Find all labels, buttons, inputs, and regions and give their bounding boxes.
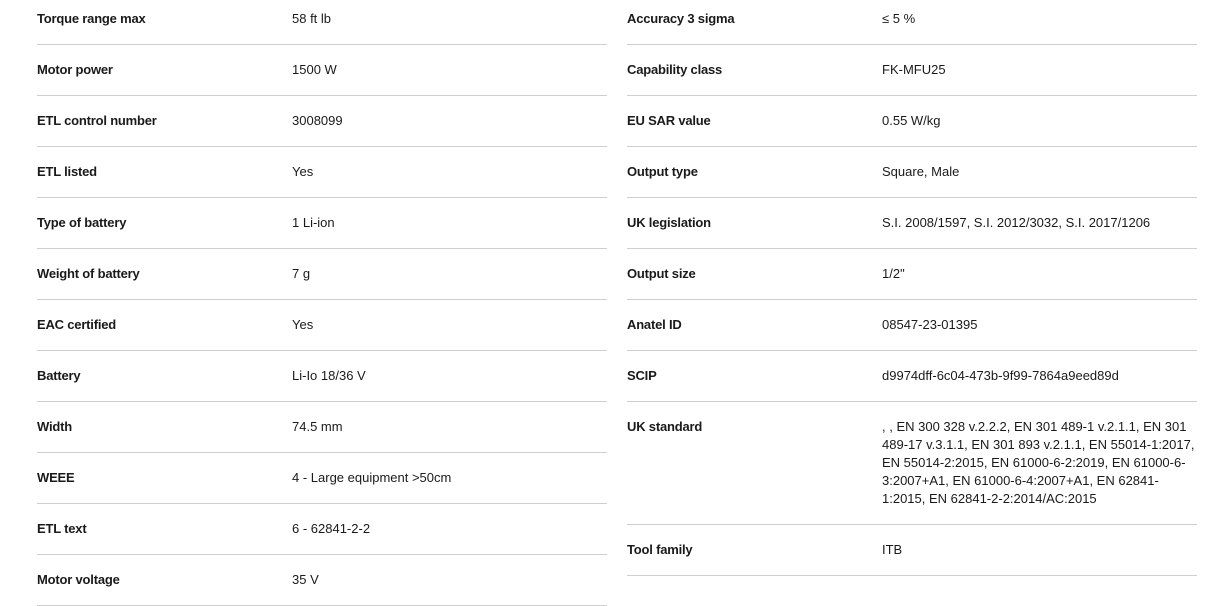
spec-label: Type of battery xyxy=(37,215,127,230)
spec-row: SCIP d9974dff-6c04-473b-9f99-7864a9eed89d xyxy=(627,351,1197,402)
spec-label: Torque range max xyxy=(37,11,146,26)
spec-row: Motor power 1500 W xyxy=(37,45,607,96)
spec-row: Anatel ID 08547-23-01395 xyxy=(627,300,1197,351)
spec-value: 7 g xyxy=(292,266,311,281)
spec-row: EU SAR value 0.55 W/kg xyxy=(627,96,1197,147)
spec-row: Motor voltage 35 V xyxy=(37,555,607,606)
spec-value: 08547-23-01395 xyxy=(882,317,978,332)
spec-row: ETL listed Yes xyxy=(37,147,607,198)
spec-row: Capability class FK-MFU25 xyxy=(627,45,1197,96)
spec-row: Output type Square, Male xyxy=(627,147,1197,198)
spec-label: Tool family xyxy=(627,542,693,557)
spec-label: Capability class xyxy=(627,62,723,77)
spec-value: Yes xyxy=(292,317,314,332)
spec-label: Width xyxy=(37,419,72,434)
spec-value: 6 - 62841-2-2 xyxy=(292,521,371,536)
spec-label: UK standard xyxy=(627,419,703,434)
spec-value: 74.5 mm xyxy=(292,419,343,434)
spec-table-left: Torque range max 58 ft lb Motor power 1500 … xyxy=(37,0,607,606)
spec-row: Output size 1/2" xyxy=(627,249,1197,300)
spec-row: Battery Li-Io 18/36 V xyxy=(37,351,607,402)
spec-row: EAC certified Yes xyxy=(37,300,607,351)
spec-label: Output type xyxy=(627,164,698,179)
spec-label: ETL text xyxy=(37,521,87,536)
spec-row: ETL text 6 - 62841-2-2 xyxy=(37,504,607,555)
spec-label: Battery xyxy=(37,368,81,383)
spec-label: Output size xyxy=(627,266,696,281)
spec-value: ITB xyxy=(882,542,903,557)
spec-row: Weight of battery 7 g xyxy=(37,249,607,300)
spec-row: Accuracy 3 sigma ≤ 5 % xyxy=(627,0,1197,45)
spec-label: EU SAR value xyxy=(627,113,711,128)
spec-value: 1500 W xyxy=(292,62,337,77)
spec-value: Square, Male xyxy=(882,164,960,179)
spec-label: Anatel ID xyxy=(627,317,682,332)
spec-value: S.I. 2008/1597, S.I. 2012/3032, S.I. 201… xyxy=(882,215,1151,230)
spec-value: 0.55 W/kg xyxy=(882,113,941,128)
spec-row: Type of battery 1 Li-ion xyxy=(37,198,607,249)
spec-value: ≤ 5 % xyxy=(882,11,916,26)
spec-value: 3008099 xyxy=(292,113,343,128)
spec-value: , , EN 300 328 v.2.2.2, EN 301 489-1 v.2… xyxy=(882,419,1195,506)
spec-label: Motor voltage xyxy=(37,572,120,587)
spec-row: ETL control number 3008099 xyxy=(37,96,607,147)
spec-value: 58 ft lb xyxy=(292,11,332,26)
spec-label: WEEE xyxy=(37,470,75,485)
spec-value: d9974dff-6c04-473b-9f99-7864a9eed89d xyxy=(882,368,1119,383)
spec-label: Accuracy 3 sigma xyxy=(627,11,735,26)
spec-label: ETL listed xyxy=(37,164,97,179)
spec-row: UK standard , , EN 300 328 v.2.2.2, EN 30… xyxy=(627,402,1197,525)
spec-value: 4 - Large equipment >50cm xyxy=(292,470,452,485)
spec-table-right: Accuracy 3 sigma ≤ 5 % Capability class FK-… xyxy=(627,0,1197,576)
spec-value: FK-MFU25 xyxy=(882,62,946,77)
spec-row: WEEE 4 - Large equipment >50cm xyxy=(37,453,607,504)
spec-label: Weight of battery xyxy=(37,266,140,281)
spec-label: ETL control number xyxy=(37,113,157,128)
spec-label: SCIP xyxy=(627,368,657,383)
spec-row: Width 74.5 mm xyxy=(37,402,607,453)
spec-value: 35 V xyxy=(292,572,319,587)
spec-label: UK legislation xyxy=(627,215,711,230)
spec-row: Torque range max 58 ft lb xyxy=(37,0,607,45)
spec-row: Tool family ITB xyxy=(627,525,1197,576)
spec-value: 1 Li-ion xyxy=(292,215,335,230)
spec-row: UK legislation S.I. 2008/1597, S.I. 2012/… xyxy=(627,198,1197,249)
spec-label: EAC certified xyxy=(37,317,117,332)
spec-value: Yes xyxy=(292,164,314,179)
spec-value: Li-Io 18/36 V xyxy=(292,368,366,383)
spec-label: Motor power xyxy=(37,62,113,77)
spec-value: 1/2" xyxy=(882,266,905,281)
